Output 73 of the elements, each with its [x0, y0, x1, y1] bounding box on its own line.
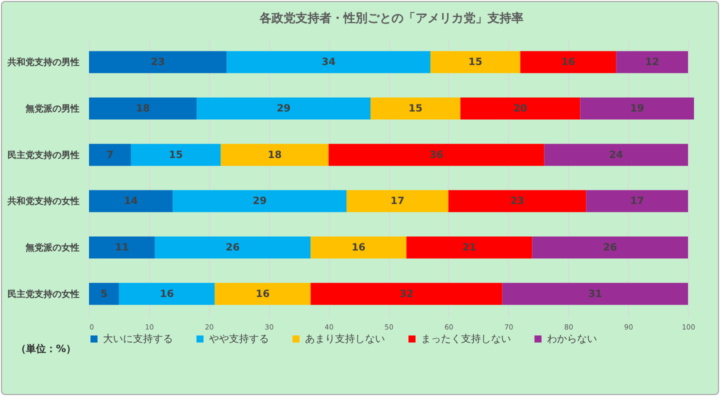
- bar: [310, 282, 502, 305]
- data-label: 26: [226, 242, 240, 254]
- bar: [532, 236, 688, 258]
- data-label: 16: [561, 57, 576, 68]
- bar: [460, 98, 580, 120]
- legend-label: あまり支持しない: [305, 333, 385, 345]
- data-label: 19: [630, 104, 644, 114]
- bar: [172, 190, 347, 212]
- bar: [89, 98, 197, 120]
- legend-label: わからない: [547, 334, 597, 345]
- y-tick-label: 無党派の女性: [24, 242, 80, 254]
- data-label: 36: [429, 150, 444, 161]
- bar: [544, 144, 688, 166]
- data-label: 11: [114, 242, 129, 254]
- bar: [580, 98, 694, 120]
- bar: [89, 144, 131, 166]
- data-label: 15: [468, 57, 482, 68]
- bar: [214, 282, 311, 305]
- y-tick-label: 共和党支持の女性: [6, 196, 80, 208]
- data-label: 7: [106, 150, 114, 161]
- data-label: 17: [390, 196, 404, 208]
- bar: [130, 144, 221, 166]
- legend-label: まったく支持しない: [421, 333, 511, 345]
- bar: [220, 144, 329, 166]
- bar: [616, 51, 688, 74]
- data-label: 21: [462, 242, 476, 254]
- bar: [89, 190, 173, 212]
- bar: [310, 236, 406, 258]
- data-label: 31: [588, 288, 602, 300]
- bar: [154, 236, 311, 258]
- bar: [430, 51, 520, 74]
- data-label: 29: [252, 196, 267, 208]
- data-label: 20: [513, 104, 528, 114]
- bar: [89, 51, 227, 74]
- data-label: 14: [124, 196, 138, 208]
- bar: [586, 190, 688, 212]
- bar: [89, 236, 155, 258]
- bar: [502, 282, 688, 305]
- bar: [346, 190, 448, 212]
- y-tick-label: 民主党支持の男性: [8, 150, 80, 161]
- data-label: 15: [408, 104, 422, 114]
- legend-label: やや支持する: [209, 333, 269, 345]
- data-label: 12: [645, 57, 660, 68]
- bar: [520, 51, 616, 74]
- data-label: 17: [630, 196, 644, 208]
- y-tick-label: 無党派の男性: [24, 104, 80, 114]
- bar: [448, 190, 586, 212]
- bar: [118, 282, 215, 305]
- chart-title: 各政党支持者・性別ごとの「アメリカ党」支持率: [258, 11, 524, 25]
- data-label: 16: [352, 242, 366, 254]
- data-label: 16: [160, 288, 174, 300]
- data-label: 18: [136, 104, 150, 114]
- bar: [370, 98, 460, 120]
- bar: [196, 98, 371, 120]
- data-label: 32: [400, 288, 414, 300]
- data-label: 16: [256, 288, 270, 300]
- data-label: 23: [510, 196, 524, 208]
- data-label: 34: [322, 57, 336, 68]
- data-label: 5: [100, 288, 108, 300]
- data-label: 24: [609, 150, 624, 161]
- data-label: 15: [168, 150, 183, 161]
- bar: [328, 144, 544, 166]
- data-label: 23: [150, 57, 165, 68]
- data-label: 18: [268, 150, 282, 161]
- bar: [406, 236, 532, 258]
- legend-label: 大いに支持する: [103, 333, 173, 345]
- bar: [226, 51, 430, 74]
- bar: [89, 282, 119, 305]
- y-tick-label: 民主党支持の女性: [8, 288, 80, 300]
- data-label: 29: [276, 104, 291, 114]
- text: （単位：%）: [16, 342, 76, 356]
- y-tick-label: 共和党支持の男性: [6, 57, 80, 68]
- data-label: 26: [603, 242, 618, 254]
